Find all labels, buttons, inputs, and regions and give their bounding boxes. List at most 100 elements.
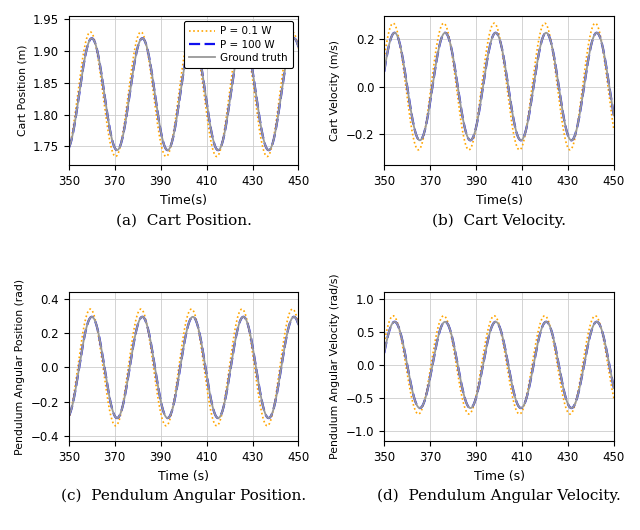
Ground truth (468, 404, 476, 410)
Line: Ground truth: Ground truth (68, 38, 298, 150)
Line: Ground truth: Ground truth (68, 317, 298, 418)
P = 0.1 W (153, 114, 161, 120)
Ground truth (254, 375, 262, 381)
P = 0.1 W (516, 411, 524, 417)
P = 0.1 W (490, 20, 498, 27)
Ground truth (422, 393, 430, 399)
P = 100 W (107, 399, 115, 405)
Ground truth (416, 137, 424, 144)
P = 100 W (380, 350, 388, 356)
P = 100 W (570, 404, 577, 410)
P = 0.1 W (203, 110, 211, 117)
X-axis label: Time(s): Time(s) (476, 193, 522, 207)
Y-axis label: Pendulum Angular Position (rad): Pendulum Angular Position (rad) (15, 279, 25, 455)
Ground truth (468, 136, 476, 143)
P = 100 W (65, 145, 72, 151)
P = 100 W (468, 404, 476, 410)
Ground truth (518, 137, 526, 143)
P = 0.1 W (530, 71, 538, 77)
P = 100 W (530, 361, 538, 367)
Ground truth (391, 30, 399, 36)
P = 100 W (518, 137, 526, 143)
Line: P = 100 W: P = 100 W (384, 33, 614, 140)
P = 100 W (570, 136, 577, 142)
Text: (c)  Pendulum Angular Position.: (c) Pendulum Angular Position. (61, 489, 306, 503)
P = 0.1 W (236, 30, 244, 37)
P = 0.1 W (380, 55, 388, 61)
Ground truth (610, 385, 618, 391)
P = 100 W (416, 405, 424, 411)
Ground truth (107, 399, 115, 405)
Ground truth (236, 39, 244, 46)
P = 0.1 W (65, 417, 72, 423)
P = 100 W (294, 44, 302, 50)
Ground truth (203, 372, 211, 378)
Ground truth (530, 83, 538, 89)
P = 100 W (153, 375, 161, 381)
P = 0.1 W (468, 408, 476, 414)
P = 0.1 W (380, 340, 388, 346)
P = 100 W (203, 99, 211, 105)
Ground truth (214, 415, 222, 421)
Ground truth (153, 103, 161, 109)
X-axis label: Time(s): Time(s) (160, 193, 207, 207)
P = 0.1 W (213, 422, 221, 429)
P = 100 W (236, 317, 244, 324)
Text: (d)  Pendulum Angular Velocity.: (d) Pendulum Angular Velocity. (377, 489, 621, 503)
P = 0.1 W (294, 321, 302, 328)
X-axis label: Time (s): Time (s) (474, 470, 525, 482)
P = 0.1 W (518, 408, 526, 414)
P = 100 W (113, 415, 121, 421)
P = 0.1 W (236, 307, 244, 314)
Ground truth (88, 35, 95, 41)
P = 0.1 W (254, 386, 262, 393)
Legend: P = 0.1 W, P = 100 W, Ground truth: P = 0.1 W, P = 100 W, Ground truth (184, 21, 293, 68)
Line: P = 100 W: P = 100 W (384, 322, 614, 408)
P = 100 W (236, 39, 244, 46)
P = 0.1 W (570, 142, 577, 148)
Y-axis label: Cart Velocity (m/s): Cart Velocity (m/s) (330, 40, 340, 141)
P = 0.1 W (153, 386, 161, 392)
Ground truth (88, 314, 95, 320)
P = 100 W (254, 375, 262, 381)
Ground truth (107, 129, 115, 136)
P = 0.1 W (214, 421, 222, 428)
P = 100 W (610, 112, 618, 119)
Line: Ground truth: Ground truth (384, 33, 614, 140)
Ground truth (380, 68, 388, 75)
P = 100 W (391, 30, 399, 36)
P = 100 W (468, 136, 476, 143)
Ground truth (610, 112, 618, 119)
P = 100 W (254, 103, 262, 109)
P = 100 W (88, 314, 95, 320)
Y-axis label: Pendulum Angular Velocity (rad/s): Pendulum Angular Velocity (rad/s) (330, 274, 340, 460)
Ground truth (113, 147, 121, 153)
P = 100 W (113, 147, 121, 153)
P = 0.1 W (552, 351, 559, 358)
X-axis label: Time (s): Time (s) (158, 470, 209, 482)
P = 0.1 W (422, 391, 429, 398)
P = 100 W (380, 68, 388, 75)
P = 0.1 W (203, 382, 211, 388)
P = 100 W (214, 415, 222, 421)
P = 0.1 W (530, 352, 538, 359)
P = 0.1 W (188, 306, 195, 312)
P = 0.1 W (254, 114, 262, 121)
P = 100 W (214, 147, 222, 153)
P = 0.1 W (214, 152, 222, 158)
P = 100 W (65, 413, 72, 419)
P = 0.1 W (294, 45, 302, 51)
P = 0.1 W (570, 407, 577, 413)
P = 100 W (203, 372, 211, 378)
Ground truth (236, 317, 244, 324)
Line: P = 100 W: P = 100 W (68, 317, 298, 418)
P = 100 W (552, 63, 559, 69)
Ground truth (113, 415, 121, 421)
P = 100 W (153, 103, 161, 109)
P = 0.1 W (516, 147, 524, 153)
Text: (a)  Cart Position.: (a) Cart Position. (116, 213, 252, 227)
P = 100 W (88, 35, 95, 41)
Line: P = 0.1 W: P = 0.1 W (384, 316, 614, 414)
P = 100 W (518, 404, 526, 411)
P = 0.1 W (468, 142, 476, 148)
